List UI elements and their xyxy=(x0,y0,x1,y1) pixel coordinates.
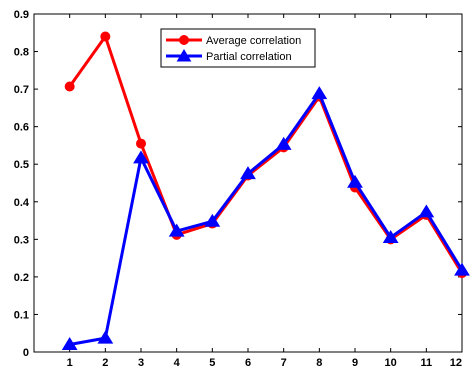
data-point xyxy=(454,262,470,276)
series-line xyxy=(68,35,464,274)
x-tick-label: 4 xyxy=(174,357,181,369)
legend-label-average: Average correlation xyxy=(206,35,301,47)
data-point xyxy=(136,138,146,149)
data-point xyxy=(97,330,114,344)
legend: Average correlation Partial correlation xyxy=(160,28,316,68)
y-tick-label: 0 xyxy=(23,347,29,359)
plot-area xyxy=(33,13,463,353)
data-point xyxy=(64,81,75,92)
series-layer xyxy=(61,31,470,350)
x-tick-label: 6 xyxy=(245,357,251,369)
data-point xyxy=(133,150,149,164)
data-point xyxy=(168,223,185,237)
series-line xyxy=(69,92,464,346)
y-tick-label: 0.8 xyxy=(14,47,29,59)
y-tick-label: 0.7 xyxy=(14,84,29,96)
y-tick-label: 0.4 xyxy=(14,197,30,209)
data-point xyxy=(311,86,328,100)
data-point xyxy=(61,337,78,350)
data-point xyxy=(100,31,111,42)
y-tick-label: 0.3 xyxy=(14,234,29,246)
y-tick-label: 0.1 xyxy=(14,309,29,321)
data-point xyxy=(204,213,221,227)
x-tick-label: 9 xyxy=(352,357,358,369)
x-tick-label: 10 xyxy=(385,357,397,369)
x-axis: 1 2 3 4 5 6 7 8 9 10 11 12 xyxy=(67,14,463,369)
data-point xyxy=(347,174,363,188)
series-partial-correlation xyxy=(61,86,470,350)
x-tick-label: 11 xyxy=(421,357,433,369)
x-tick-label: 8 xyxy=(316,357,322,369)
data-point xyxy=(382,229,399,243)
y-tick-label: 0.5 xyxy=(14,159,29,171)
data-point xyxy=(240,166,256,180)
x-tick-label: 7 xyxy=(281,357,287,369)
x-tick-label: 5 xyxy=(209,357,215,369)
y-tick-label: 0.9 xyxy=(14,9,29,21)
legend-marker-average xyxy=(179,35,189,45)
data-point xyxy=(275,136,292,150)
y-tick-label: 0.6 xyxy=(14,122,29,134)
x-tick-label: 3 xyxy=(138,357,144,369)
y-tick-label: 0.2 xyxy=(14,272,29,284)
x-tick-label: 12 xyxy=(450,357,462,369)
legend-label-partial: Partial correlation xyxy=(206,51,292,63)
x-tick-label: 2 xyxy=(102,357,108,369)
x-tick-label: 1 xyxy=(67,357,73,369)
data-point xyxy=(418,204,435,218)
legend-marker-partial xyxy=(176,49,192,62)
y-axis: 0 0.1 0.2 0.3 0.4 0.5 0.6 0.7 0.8 0.9 xyxy=(14,9,462,359)
